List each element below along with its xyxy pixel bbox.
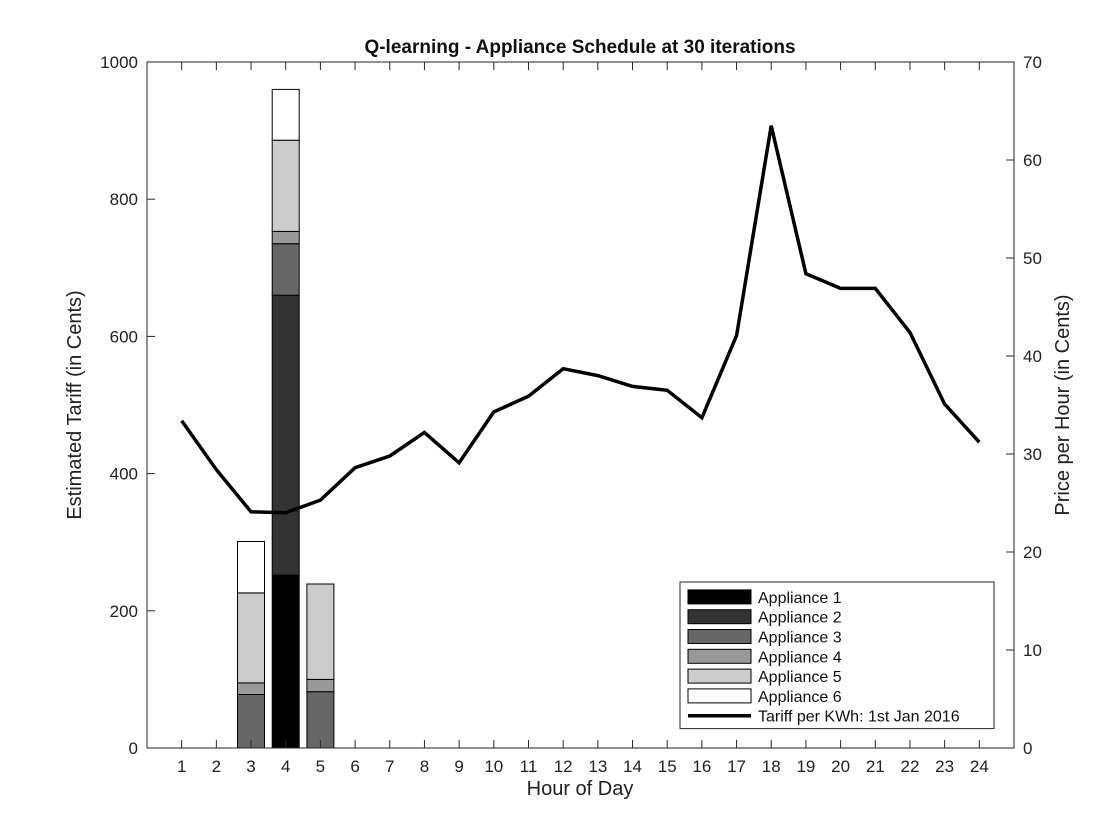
y2-tick-label: 30	[1023, 445, 1042, 464]
bar-appliance-5-hour-5	[306, 583, 335, 680]
y2-tick-label: 40	[1023, 347, 1042, 366]
x-tick-label: 11	[520, 757, 538, 776]
y-axis-title: Estimated Tariff (in Cents)	[64, 290, 86, 519]
x-axis-title: Hour of Day	[527, 778, 634, 800]
x-tick-label: 21	[866, 757, 885, 776]
x-tick-label: 13	[588, 757, 607, 776]
x-tick-label: 15	[658, 757, 677, 776]
x-tick-label: 1	[177, 757, 186, 776]
legend-swatch-appliance-1	[687, 589, 752, 605]
bar-appliance-6-hour-4	[271, 88, 300, 141]
y2-tick-label: 10	[1023, 641, 1042, 660]
y2-tick-label: 20	[1023, 543, 1042, 562]
legend-label-tariff: Tariff per KWh: 1st Jan 2016	[758, 709, 960, 726]
bar-appliance-1-hour-4	[271, 574, 300, 749]
ticks: 1 2 3 4 5 6 7 8 9 10 11 12 13 14 15 16 17 18 19 20 21 22 23 240…	[100, 53, 1042, 776]
y2-tick-label: 60	[1023, 151, 1042, 170]
bar-appliance-3-hour-4	[271, 243, 300, 296]
legend-label-appliance-3: Appliance 3	[758, 630, 842, 647]
x-tick-label: 7	[385, 757, 394, 776]
bar-appliance-5-hour-4	[271, 139, 300, 232]
y-tick-label: 200	[110, 602, 138, 621]
x-tick-label: 23	[935, 757, 954, 776]
x-tick-label: 17	[727, 757, 746, 776]
x-tick-label: 18	[762, 757, 781, 776]
x-tick-label: 16	[692, 757, 711, 776]
tariff-line-group	[180, 125, 981, 515]
y-tick-label: 800	[110, 190, 138, 209]
x-tick-label: 19	[796, 757, 815, 776]
legend-label-appliance-1: Appliance 1	[758, 590, 842, 607]
x-tick-label: 10	[484, 757, 503, 776]
x-tick-label: 3	[246, 757, 255, 776]
tariff-line	[180, 125, 981, 515]
y-tick-label: 0	[129, 739, 138, 758]
bars	[237, 88, 335, 749]
legend-label-appliance-4: Appliance 4	[758, 649, 842, 666]
x-tick-label: 5	[316, 757, 325, 776]
x-tick-label: 22	[900, 757, 919, 776]
bar-appliance-5-hour-3	[237, 592, 265, 684]
legend-swatch-appliance-3	[687, 629, 752, 644]
bar-appliance-3-hour-5	[306, 691, 335, 749]
y-tick-label: 600	[110, 327, 138, 346]
y2-tick-label: 50	[1023, 249, 1042, 268]
y-tick-label: 400	[110, 465, 138, 484]
x-tick-label: 2	[212, 757, 221, 776]
x-tick-label: 12	[554, 757, 573, 776]
legend-swatch-appliance-6	[687, 688, 752, 704]
x-tick-label: 4	[281, 757, 290, 776]
y2-tick-label: 70	[1023, 53, 1042, 72]
legend-label-appliance-6: Appliance 6	[758, 689, 842, 706]
bar-appliance-4-hour-3	[237, 682, 265, 695]
bar-appliance-4-hour-5	[306, 678, 335, 693]
y2-axis-title: Price per Hour (in Cents)	[1052, 294, 1074, 515]
legend: Appliance 1 Appliance 2 Appliance 3 Applian…	[679, 581, 995, 730]
x-tick-label: 20	[831, 757, 850, 776]
legend-swatch-appliance-2	[687, 609, 752, 625]
y-tick-label: 1000	[100, 53, 138, 72]
chart-title: Q-learning - Appliance Schedule at 30 it…	[364, 37, 795, 58]
legend-swatch-appliance-4	[687, 648, 752, 664]
legend-swatch-appliance-5	[687, 668, 752, 684]
x-tick-label: 9	[454, 757, 463, 776]
legend-box	[679, 581, 995, 730]
legend-label-appliance-5: Appliance 5	[758, 669, 842, 686]
x-tick-label: 24	[970, 757, 989, 776]
legend-label-appliance-2: Appliance 2	[758, 610, 842, 627]
plot-frame	[146, 61, 1015, 749]
bar-appliance-3-hour-3	[237, 694, 265, 749]
y2-tick-label: 0	[1023, 739, 1032, 758]
bar-appliance-4-hour-4	[271, 230, 300, 245]
x-tick-label: 6	[350, 757, 359, 776]
x-tick-label: 14	[623, 757, 642, 776]
bar-appliance-2-hour-4	[271, 294, 300, 576]
bar-appliance-6-hour-3	[237, 541, 265, 594]
x-tick-label: 8	[420, 757, 429, 776]
